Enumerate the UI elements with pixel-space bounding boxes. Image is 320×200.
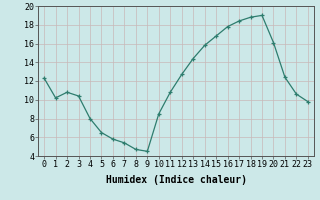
X-axis label: Humidex (Indice chaleur): Humidex (Indice chaleur) [106, 175, 246, 185]
